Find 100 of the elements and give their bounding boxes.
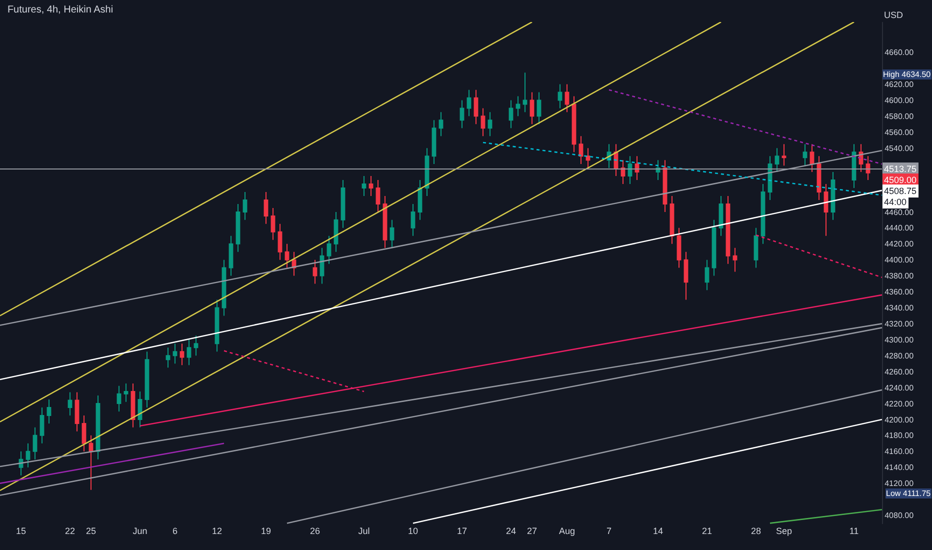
x-tick-label: 11 <box>849 526 859 536</box>
candlestick <box>718 195 724 236</box>
y-tick-label: 4300.00 <box>884 335 914 344</box>
x-tick-label: 19 <box>260 526 272 536</box>
candlestick <box>26 442 30 468</box>
x-tick-label: 17 <box>456 526 468 536</box>
candlestick <box>578 136 584 165</box>
candlestick <box>802 144 808 166</box>
x-tick-label: Jun <box>132 526 148 536</box>
y-tick-label: 4360.00 <box>884 288 914 297</box>
x-tick-label: 12 <box>212 526 222 536</box>
candlestick <box>228 235 234 276</box>
candlestick <box>82 414 86 452</box>
candlestick <box>40 406 44 444</box>
candlestick <box>410 203 416 236</box>
x-tick-label: 22 <box>64 526 76 536</box>
candlestick <box>536 92 542 125</box>
text: Low 4111.75 <box>886 489 932 498</box>
candlestick <box>180 343 184 366</box>
candlestick <box>32 426 38 460</box>
x-tick-label: Aug <box>558 526 576 536</box>
candlestick <box>166 347 170 368</box>
y-tick-label: 4280.00 <box>884 351 914 360</box>
ref-line-label: 4513.75 <box>884 164 917 174</box>
candlestick <box>684 251 688 300</box>
candlestick <box>670 195 674 244</box>
candlestick <box>124 383 128 402</box>
candlestick <box>460 100 464 129</box>
y-tick-label: 4400.00 <box>884 256 914 265</box>
candlestick <box>628 156 632 185</box>
candlestick <box>558 84 562 109</box>
candlestick <box>586 148 590 169</box>
candlestick <box>362 176 366 196</box>
y-tick-label: 4240.00 <box>884 383 914 392</box>
candlestick <box>774 148 780 173</box>
candlestick <box>214 299 220 352</box>
candlestick <box>116 385 122 412</box>
candlestick <box>530 92 534 125</box>
candlestick <box>732 247 738 272</box>
candlestick <box>676 227 682 268</box>
text: USD <box>884 10 904 20</box>
candlestick <box>830 172 836 220</box>
chart-title: Futures, 4h, Heikin Ashi <box>7 4 114 16</box>
x-tick-label: 14 <box>652 526 664 536</box>
candlestick <box>866 156 870 181</box>
candlestick <box>284 243 290 268</box>
text: High 4634.50 <box>883 70 932 79</box>
x-tick-label: 24 <box>506 526 516 536</box>
text: 4509.00 <box>884 175 917 185</box>
y-tick-label: 4140.00 <box>884 463 914 472</box>
candlestick <box>68 392 72 416</box>
candlestick <box>18 450 24 476</box>
candlestick <box>824 184 828 236</box>
candlestick <box>488 112 492 137</box>
x-tick-label: 6 <box>172 526 178 536</box>
y-tick-label: 4200.00 <box>884 415 914 424</box>
candlestick <box>130 383 136 428</box>
candlestick <box>312 259 318 284</box>
y-tick-label: 4260.00 <box>884 367 914 376</box>
candlestick <box>390 219 394 248</box>
y-tick-label: 4320.00 <box>884 319 914 328</box>
candlestick <box>754 227 758 268</box>
x-tick-label: 10 <box>408 526 418 536</box>
candlestick <box>480 108 486 137</box>
y-tick-label: 4160.00 <box>884 447 914 456</box>
candlestick <box>704 259 710 291</box>
y-tick-label: 4460.00 <box>884 208 914 217</box>
candlestick <box>320 247 324 284</box>
candlestick <box>816 156 822 200</box>
candlestick <box>782 144 786 166</box>
candlestick <box>242 191 248 220</box>
candlestick <box>760 184 766 244</box>
y-tick-label: 4080.00 <box>884 511 914 520</box>
candlestick <box>474 89 478 125</box>
y-tick-label: 4600.00 <box>884 96 914 106</box>
y-tick-label: 4620.00 <box>884 80 914 90</box>
candlestick <box>368 176 374 196</box>
candlestick <box>74 392 80 432</box>
y-tick-label: 4220.00 <box>884 399 914 408</box>
y-tick-label: 4180.00 <box>884 431 914 440</box>
x-tick-label: 28 <box>750 526 762 536</box>
candlestick <box>340 180 346 228</box>
candlestick <box>564 84 570 113</box>
y-tick-label: 4380.00 <box>884 272 914 281</box>
candlestick <box>186 339 192 366</box>
y-tick-label: 4540.00 <box>884 144 914 153</box>
candlestick <box>326 235 332 264</box>
candlestick <box>810 144 814 173</box>
candlestick <box>194 335 198 356</box>
candlestick <box>522 72 528 113</box>
candlestick <box>334 211 338 252</box>
candlestick <box>264 191 268 224</box>
candlestick <box>712 219 716 276</box>
candlestick <box>138 391 142 428</box>
candlestick <box>634 156 640 181</box>
x-tick-label: 15 <box>16 526 26 536</box>
candlestick <box>466 89 472 117</box>
candlestick <box>418 180 422 220</box>
candlestick <box>508 100 514 129</box>
y-tick-label: 4340.00 <box>884 304 914 313</box>
